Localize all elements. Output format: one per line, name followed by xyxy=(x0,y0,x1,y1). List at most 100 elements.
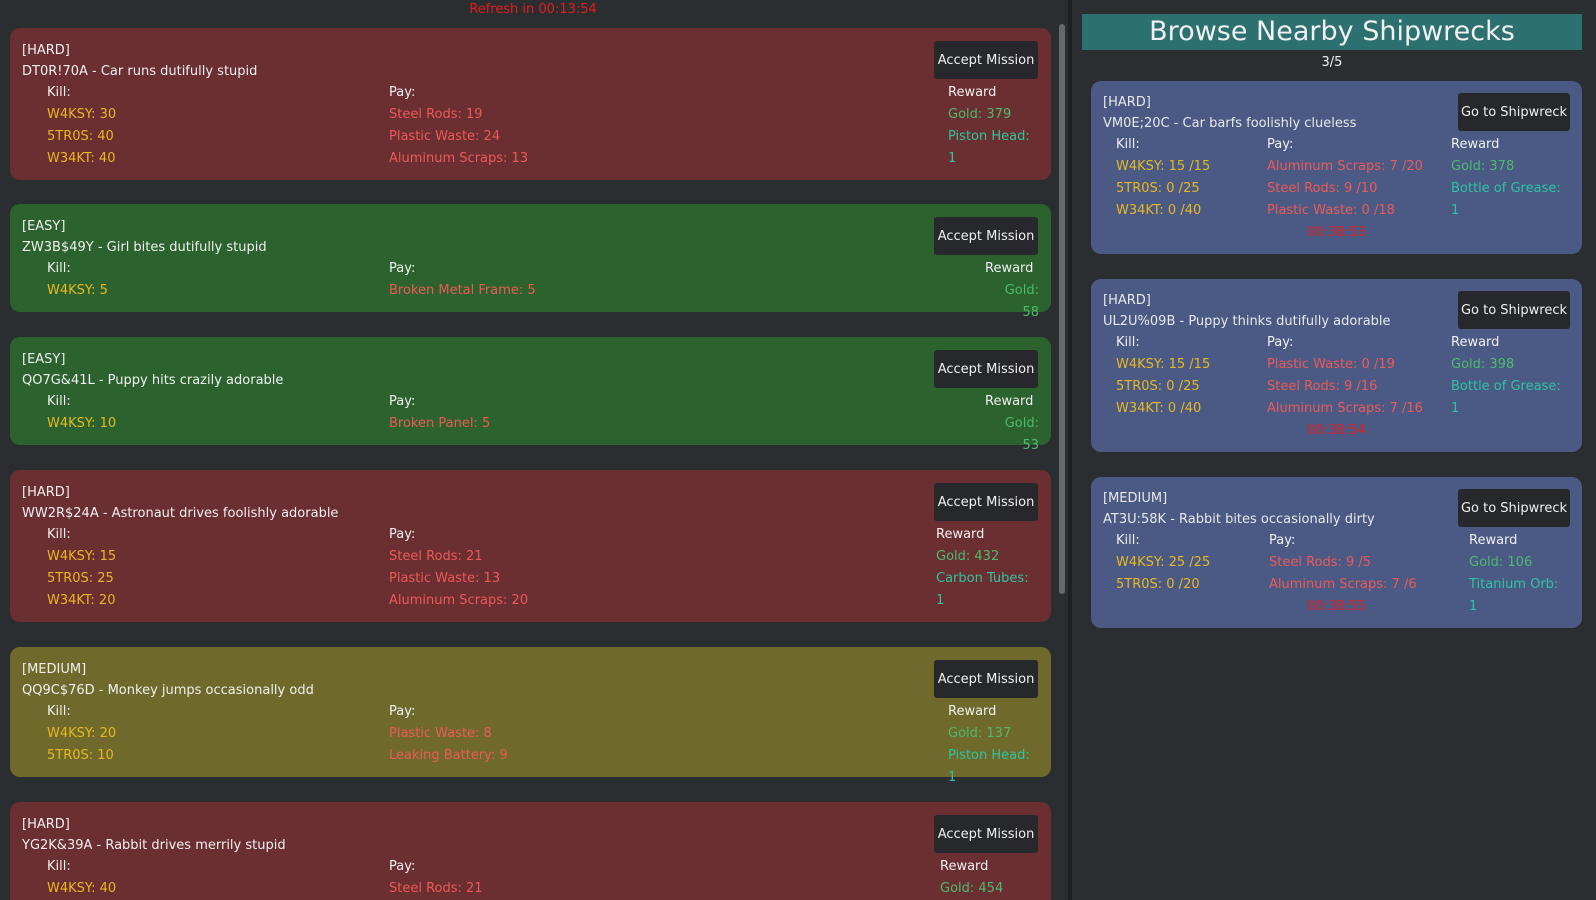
reward-column: Reward Gold: 58 xyxy=(985,258,1039,324)
wreck-difficulty: [HARD] xyxy=(1103,293,1151,308)
accept-mission-button[interactable]: Accept Mission xyxy=(934,483,1038,521)
wreck-title: AT3U:58K - Rabbit bites occasionally dir… xyxy=(1103,512,1375,527)
kill-item: 5TR0S: 40 xyxy=(47,129,114,144)
pay-item: Plastic Waste: 24 xyxy=(389,129,501,144)
kill-item: 5TR0S: 10 xyxy=(47,748,114,763)
reward-label: Reward xyxy=(940,859,989,874)
kill-item: W34KT: 0 /40 xyxy=(1116,203,1202,218)
pay-label: Pay: xyxy=(389,394,416,409)
wreck-timer: 00:38:55 xyxy=(1307,599,1366,614)
reward-column: Reward Gold: 398 Bottle of Grease: 1 xyxy=(1451,332,1570,420)
kill-item: W4KSY: 5 xyxy=(47,283,108,298)
pay-item: Plastic Waste: 8 xyxy=(389,726,492,741)
reward-label: Reward xyxy=(948,85,997,100)
accept-mission-button[interactable]: Accept Mission xyxy=(934,41,1038,79)
kill-item: 5TR0S: 0 /20 xyxy=(1116,577,1200,592)
kill-label: Kill: xyxy=(1116,137,1140,152)
pay-column: Pay: Steel Rods: 21 Plastic Waste: 13 Al… xyxy=(389,524,528,612)
kill-label: Kill: xyxy=(47,704,71,719)
kill-item: W34KT: 20 xyxy=(47,593,116,608)
reward-column: Reward Gold: 454 xyxy=(940,856,1003,900)
reward-item: Piston Head: 1 xyxy=(948,129,1030,166)
reward-item: Gold: 432 xyxy=(936,549,1000,564)
pay-label: Pay: xyxy=(389,85,416,100)
kill-column: Kill: W4KSY: 15 /15 5TR0S: 0 /25 W34KT: … xyxy=(1116,332,1210,420)
mission-card: [HARD] WW2R$24A - Astronaut drives fooli… xyxy=(10,470,1051,622)
reward-item: Gold: 454 xyxy=(940,881,1004,896)
kill-column: Kill: W4KSY: 15 5TR0S: 25 W34KT: 20 xyxy=(47,524,116,612)
pay-column: Pay: Steel Rods: 9 /5 Aluminum Scraps: 7… xyxy=(1269,530,1417,596)
accept-mission-button[interactable]: Accept Mission xyxy=(934,815,1038,853)
mission-title: DT0R!70A - Car runs dutifully stupid xyxy=(22,64,258,79)
reward-item: Gold: 378 xyxy=(1451,159,1515,174)
pay-column: Pay: Plastic Waste: 8 Leaking Battery: 9 xyxy=(389,701,508,767)
pay-item: Broken Metal Frame: 5 xyxy=(389,283,536,298)
pay-item: Steel Rods: 21 xyxy=(389,549,483,564)
refresh-timer: Refresh in 00:13:54 xyxy=(469,2,597,17)
pay-item: Steel Rods: 9 /16 xyxy=(1267,379,1378,394)
reward-label: Reward xyxy=(985,394,1034,409)
reward-column: Reward Gold: 106 Titanium Orb: 1 xyxy=(1469,530,1570,618)
reward-label: Reward xyxy=(936,527,985,542)
scrollbar-thumb[interactable] xyxy=(1059,24,1065,594)
mission-difficulty: [HARD] xyxy=(22,43,70,58)
reward-item: Gold: 137 xyxy=(948,726,1012,741)
accept-mission-button[interactable]: Accept Mission xyxy=(934,217,1038,255)
shipwreck-card: [MEDIUM] AT3U:58K - Rabbit bites occasio… xyxy=(1091,477,1582,628)
kill-column: Kill: W4KSY: 5 xyxy=(47,258,108,302)
reward-label: Reward xyxy=(1451,335,1500,350)
pay-label: Pay: xyxy=(1267,335,1294,350)
pay-column: Pay: Broken Panel: 5 xyxy=(389,391,490,435)
pay-label: Pay: xyxy=(389,859,416,874)
reward-label: Reward xyxy=(985,261,1034,276)
panel-title: Browse Nearby Shipwrecks xyxy=(1082,14,1582,50)
mission-title: ZW3B$49Y - Girl bites dutifully stupid xyxy=(22,240,267,255)
go-to-shipwreck-button[interactable]: Go to Shipwreck xyxy=(1458,291,1570,329)
kill-label: Kill: xyxy=(47,261,71,276)
reward-item: Bottle of Grease: 1 xyxy=(1451,379,1561,416)
kill-item: W34KT: 0 /40 xyxy=(1116,401,1202,416)
pay-item: Leaking Battery: 9 xyxy=(389,748,508,763)
kill-item: 5TR0S: 0 /25 xyxy=(1116,181,1200,196)
reward-item: Titanium Orb: 1 xyxy=(1469,577,1559,614)
go-to-shipwreck-button[interactable]: Go to Shipwreck xyxy=(1458,489,1570,527)
mission-card: [EASY] QO7G&41L - Puppy hits crazily ado… xyxy=(10,337,1051,453)
reward-item: Gold: 379 xyxy=(948,107,1012,122)
reward-item: Gold: 398 xyxy=(1451,357,1515,372)
pay-item: Broken Panel: 5 xyxy=(389,416,491,431)
reward-item: Carbon Tubes: 1 xyxy=(936,571,1029,608)
pay-label: Pay: xyxy=(389,527,416,542)
reward-item: Bottle of Grease: 1 xyxy=(1451,181,1561,218)
mission-title: QQ9C$76D - Monkey jumps occasionally odd xyxy=(22,683,314,698)
kill-item: 5TR0S: 0 /25 xyxy=(1116,379,1200,394)
kill-label: Kill: xyxy=(47,859,71,874)
wreck-timer: 00:38:54 xyxy=(1307,423,1366,438)
reward-label: Reward xyxy=(948,704,997,719)
page-indicator: 3/5 xyxy=(1321,55,1343,70)
mission-difficulty: [EASY] xyxy=(22,219,66,234)
accept-mission-button[interactable]: Accept Mission xyxy=(934,350,1038,388)
pay-column: Pay: Steel Rods: 19 Plastic Waste: 24 Al… xyxy=(389,82,528,170)
reward-item: Gold: 58 xyxy=(1004,283,1039,320)
kill-item: W4KSY: 40 xyxy=(47,881,117,896)
mission-card: [HARD] YG2K&39A - Rabbit drives merrily … xyxy=(10,802,1051,900)
pay-item: Plastic Waste: 0 /18 xyxy=(1267,203,1395,218)
pay-label: Pay: xyxy=(1267,137,1294,152)
kill-item: W4KSY: 20 xyxy=(47,726,117,741)
pay-column: Pay: Broken Metal Frame: 5 xyxy=(389,258,536,302)
reward-item: Gold: 53 xyxy=(1004,416,1039,453)
reward-label: Reward xyxy=(1469,533,1518,548)
pay-item: Aluminum Scraps: 7 /6 xyxy=(1269,577,1417,592)
go-to-shipwreck-button[interactable]: Go to Shipwreck xyxy=(1458,93,1570,131)
shipwreck-card: [HARD] VM0E;20C - Car barfs foolishly cl… xyxy=(1091,81,1582,254)
kill-item: W4KSY: 25 /25 xyxy=(1116,555,1211,570)
reward-label: Reward xyxy=(1451,137,1500,152)
kill-label: Kill: xyxy=(47,527,71,542)
wreck-difficulty: [MEDIUM] xyxy=(1103,491,1168,506)
accept-mission-button[interactable]: Accept Mission xyxy=(934,660,1038,698)
kill-item: W4KSY: 15 /15 xyxy=(1116,159,1211,174)
reward-item: Gold: 106 xyxy=(1469,555,1533,570)
mission-difficulty: [HARD] xyxy=(22,485,70,500)
kill-column: Kill: W4KSY: 40 xyxy=(47,856,116,900)
reward-item: Piston Head: 1 xyxy=(948,748,1030,785)
